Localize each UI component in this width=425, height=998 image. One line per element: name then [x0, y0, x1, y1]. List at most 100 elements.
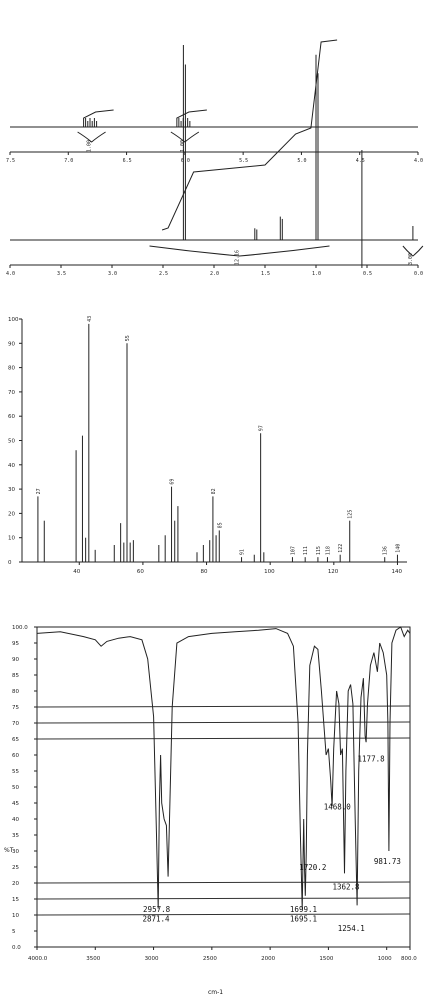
ms-bar-label: 118 [325, 546, 331, 555]
ms-x-tick-label: 100 [264, 569, 275, 575]
nmr-lower-tick-label: 2.0 [210, 271, 219, 277]
nmr-upper-tick-label: 6.5 [123, 158, 132, 164]
nmr-upper-tick-label: 7.0 [64, 158, 73, 164]
ir-peak-label: 1699.1 [290, 905, 317, 914]
ir-ylabel: %T [4, 847, 14, 854]
ir-y-tick-label: 60 [12, 753, 19, 759]
ms-y-tick-label: 60 [8, 414, 15, 420]
ir-peak-label: 1468.0 [324, 802, 352, 811]
ir-peak-label: 1362.8 [332, 882, 360, 891]
ir-gridline [36, 705, 411, 708]
ir-y-tick-label: 55 [12, 769, 19, 775]
ms-y-tick-label: 20 [8, 511, 15, 517]
nmr-lower-integral-label: 12.16 [235, 250, 241, 265]
ir-y-tick-label: 65 [12, 737, 19, 743]
ms-y-tick-label: 40 [8, 463, 15, 469]
ir-x-tick-label: 3000 [145, 956, 159, 962]
ir-peak-label: 981.73 [374, 857, 401, 866]
ms-y-tick-label: 30 [8, 487, 15, 493]
ir-y-tick-label: 20 [12, 881, 19, 887]
ir-peak-label: 1254.1 [338, 924, 365, 933]
ms-y-tick-label: 70 [8, 390, 15, 396]
nmr-lower-integral-bracket [402, 245, 424, 257]
ir-y-tick-label: 15 [12, 897, 19, 903]
nmr-lower-tick-label: 3.5 [57, 271, 66, 277]
ir-gridline [36, 913, 411, 916]
ms-bar-label: 27 [36, 488, 42, 494]
ir-x-tick-label: 3500 [86, 956, 100, 962]
nmr-upper-integral-bracket [170, 131, 200, 143]
ir-y-tick-label: 5 [12, 929, 16, 935]
ms-y-tick-label: 50 [8, 439, 15, 445]
nmr-lower-tick-label: 4.0 [6, 271, 15, 277]
ir-gridline [36, 881, 411, 884]
ir-y-tick-label: 40 [12, 817, 19, 823]
nmr-upper-integral-label: 1.00 [87, 140, 93, 152]
ms-x-tick-label: 80 [201, 569, 208, 575]
ms-bar-label: 125 [348, 510, 354, 519]
ir-x-tick-label: 2500 [203, 956, 217, 962]
ms-y-tick-label: 80 [8, 366, 15, 372]
nmr-upper-tick-label: 4.0 [414, 158, 423, 164]
nmr-integral-curve [161, 39, 338, 231]
nmr-lower-tick-label: 0.0 [414, 271, 423, 277]
ms-bar-label: 82 [211, 488, 217, 494]
ms-x-tick-label: 120 [328, 569, 339, 575]
ir-gridline [36, 897, 411, 900]
ir-y-tick-label: 75 [12, 705, 19, 711]
ms-x-tick-label: 60 [137, 569, 144, 575]
nmr-lower-tick-label: 0.5 [363, 271, 372, 277]
nmr-upper-integral [176, 109, 207, 127]
nmr-panel: 7.5 7.0 6.5 6.0 5.5 5.0 4.5 4.01.00 1.004.0 3.5 3.… [6, 39, 424, 277]
ir-trace [36, 626, 411, 909]
nmr-upper-tick-label: 4.5 [356, 158, 365, 164]
ir-spectrum-panel: %T cm-1 0.0 5 10 15 20 25 30 35 40 45 50 55 60 65 70 75… [4, 625, 417, 996]
ms-y-tick-label: 100 [8, 317, 19, 323]
ms-bar-label: 107 [290, 546, 296, 555]
nmr-upper-tick-label: 7.5 [6, 158, 15, 164]
ir-gridline [36, 721, 411, 724]
ir-x-tick-label: 800.0 [401, 956, 417, 962]
ms-y-tick-label: 90 [8, 341, 15, 347]
ms-bar-label: 122 [338, 544, 344, 553]
ms-bar-label: 69 [170, 479, 176, 485]
ms-bar-label: 115 [316, 546, 322, 555]
ir-y-tick-label: 70 [12, 721, 19, 727]
ir-x-tick-label: 1500 [319, 956, 333, 962]
ms-bar-label: 55 [125, 335, 131, 341]
ms-bar-label: 140 [395, 544, 401, 553]
ir-y-tick-label: 10 [12, 913, 19, 919]
ir-peak-label: 2957.8 [143, 905, 171, 914]
ir-peak-label: 1720.2 [299, 863, 326, 872]
ir-y-tick-label: 90 [12, 657, 19, 663]
nmr-upper-tick-label: 5.0 [297, 158, 306, 164]
ir-y-tick-label: 80 [12, 689, 19, 695]
ir-y-tick-label: 35 [12, 833, 19, 839]
nmr-upper-integral-label: 1.00 [180, 140, 186, 152]
ir-peak-label: 2871.4 [142, 914, 170, 923]
ms-bar-label: 85 [217, 522, 223, 528]
ir-y-tick-label: 45 [12, 801, 19, 807]
ir-y-tick-label: 100.0 [12, 625, 28, 631]
ir-xlabel: cm-1 [208, 989, 223, 996]
nmr-lower-tick-label: 2.5 [159, 271, 168, 277]
ms-bar-label: 136 [383, 546, 389, 555]
nmr-lower-tick-label: 1.5 [261, 271, 270, 277]
ir-x-tick-label: 2000 [261, 956, 275, 962]
ms-y-tick-label: 10 [8, 536, 15, 542]
nmr-lower-integral-bracket [149, 245, 330, 257]
ir-y-tick-label: 95 [12, 641, 19, 647]
ms-x-tick-label: 40 [73, 569, 80, 575]
ms-bar-label: 91 [240, 549, 246, 555]
ir-y-tick-label: 0.0 [12, 945, 21, 951]
ms-bar-label: 43 [87, 316, 93, 322]
ir-y-tick-label: 30 [12, 849, 19, 855]
ms-y-tick-label: 0 [8, 560, 12, 566]
nmr-upper-tick-label: 5.5 [239, 158, 248, 164]
ir-y-tick-label: 25 [12, 865, 19, 871]
nmr-lower-tick-label: 1.0 [312, 271, 321, 277]
mass-spectrum-panel: Mass/Charge 0102030405060708090100406080… [8, 316, 407, 575]
nmr-upper-integral [83, 109, 114, 127]
ir-x-tick-label: 4000.0 [28, 956, 48, 962]
nmr-upper-integral-bracket [77, 131, 106, 143]
